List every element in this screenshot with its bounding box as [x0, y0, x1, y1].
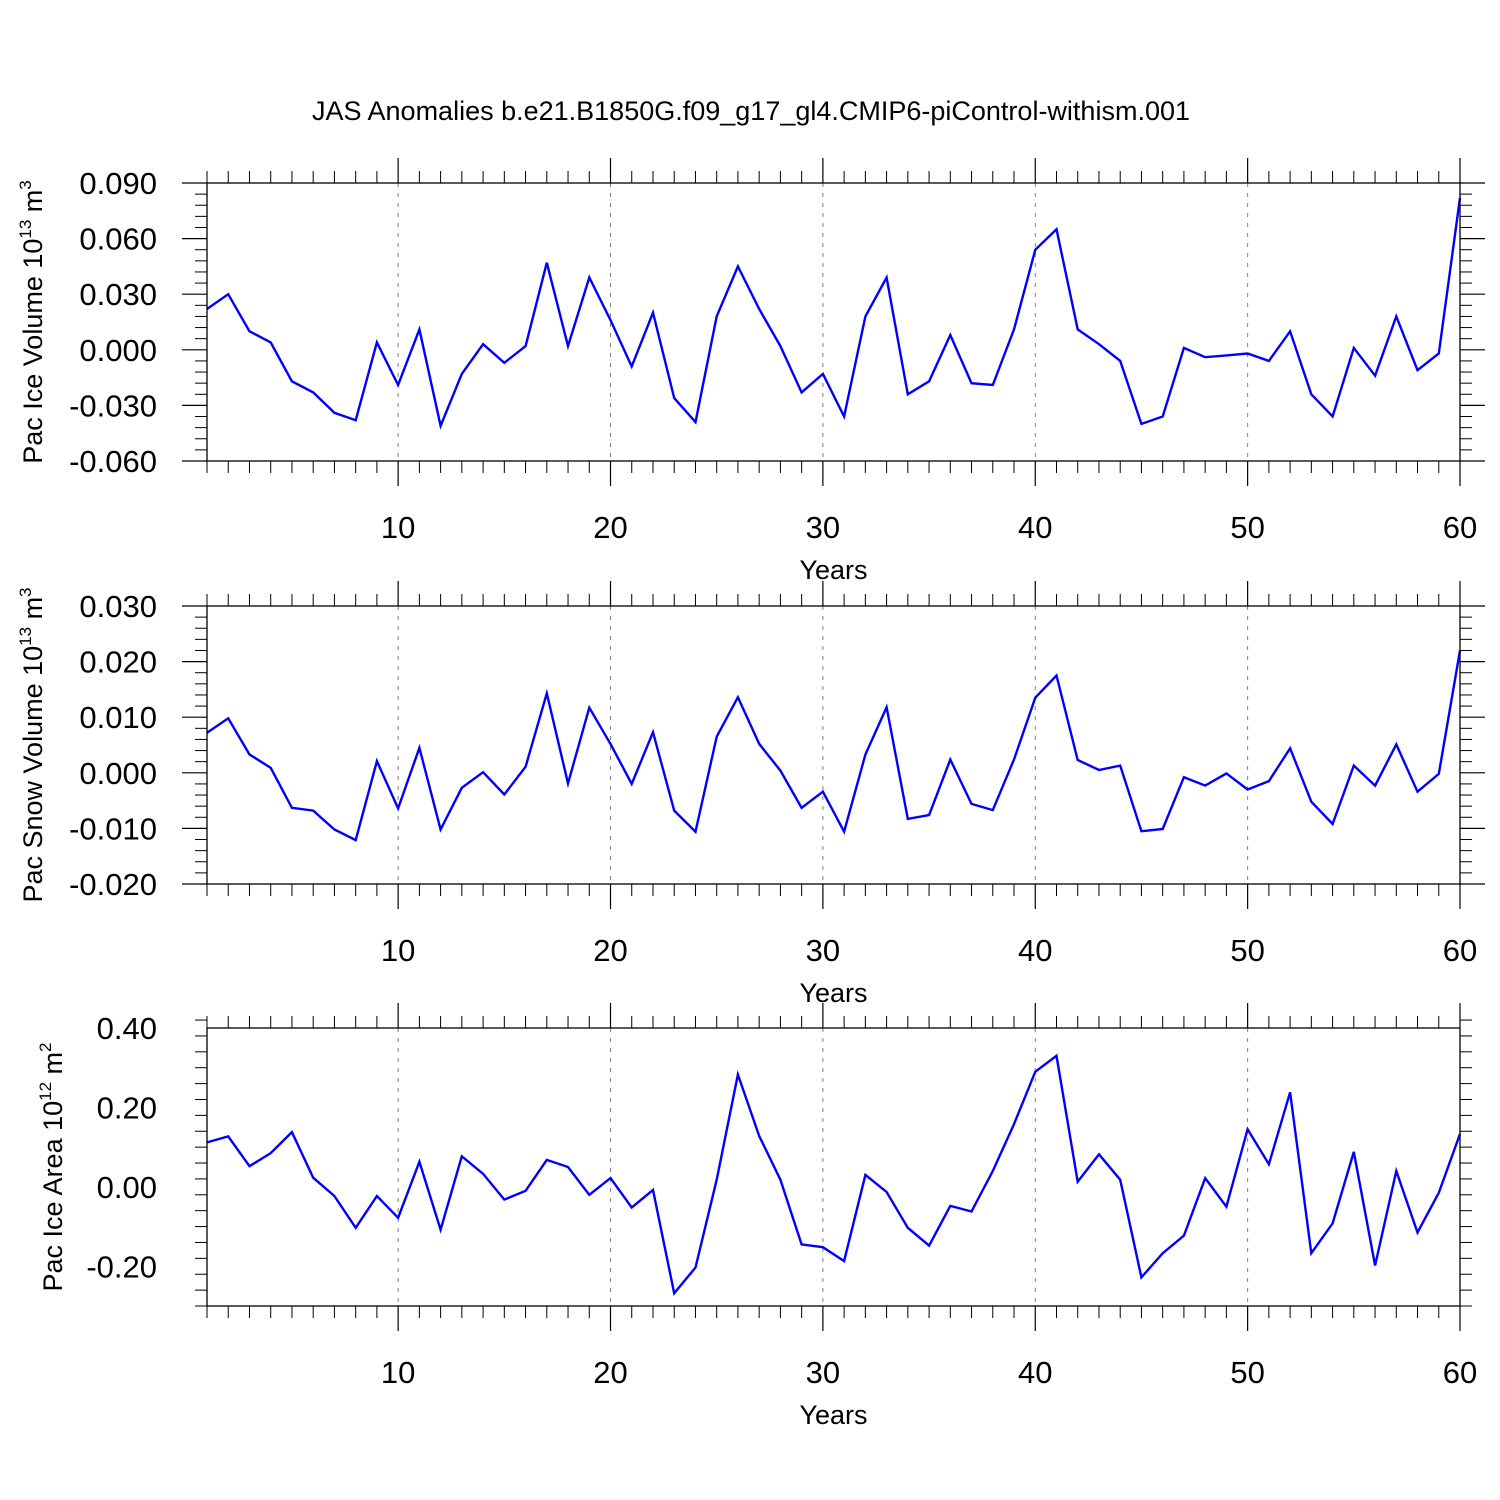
y-axis-title: Pac Ice Area 1012 m2	[36, 1042, 68, 1291]
y-tick-label: 0.40	[97, 1011, 157, 1046]
x-tick-label: 20	[593, 1355, 627, 1390]
x-tick-label: 60	[1443, 1355, 1477, 1390]
y-tick-label: -0.20	[86, 1249, 157, 1284]
x-tick-label: 30	[806, 933, 840, 968]
figure-title: JAS Anomalies b.e21.B1850G.f09_g17_gl4.C…	[312, 96, 1190, 126]
y-tick-label: -0.010	[69, 811, 157, 846]
x-tick-label: 20	[593, 510, 627, 545]
x-axis-title: Years	[799, 1400, 867, 1430]
panel-1: 10 20 30 40 50 60 -0.060 -0.030 0.000 0.030 0.060 0…	[16, 158, 1485, 585]
y-axis-title: Pac Ice Volume 1013 m3	[16, 180, 48, 464]
y-tick-label: 0.000	[79, 756, 157, 791]
x-tick-label: 20	[593, 933, 627, 968]
y-tick-label: 0.000	[79, 333, 157, 368]
x-tick-label: 10	[381, 933, 415, 968]
x-tick-label: 40	[1018, 510, 1052, 545]
panel-2: 10 20 30 40 50 60 -0.020 -0.010 0.000 0.010 0.020 0…	[16, 581, 1485, 1008]
y-tick-label: 0.030	[79, 277, 157, 312]
series-line	[206, 197, 1462, 430]
x-axis-title: Years	[799, 555, 867, 585]
plot-frame	[206, 1027, 1461, 1307]
x-tick-label: 50	[1230, 933, 1264, 968]
y-tick-label: 0.090	[79, 166, 157, 201]
x-tick-label: 60	[1443, 510, 1477, 545]
y-tick-label: 0.060	[79, 222, 157, 257]
y-tick-label: 0.030	[79, 589, 157, 624]
y-tick-label: 0.20	[97, 1090, 157, 1125]
series-line	[206, 650, 1462, 842]
x-tick-label: 30	[806, 510, 840, 545]
series-line	[206, 1053, 1462, 1296]
x-axis-title: Years	[799, 978, 867, 1008]
x-tick-label: 10	[381, 510, 415, 545]
x-tick-label: 10	[381, 1355, 415, 1390]
y-tick-label: -0.020	[69, 867, 157, 902]
plot-frame	[206, 605, 1461, 885]
plot-frame	[206, 182, 1461, 462]
x-tick-label: 40	[1018, 1355, 1052, 1390]
x-tick-label: 40	[1018, 933, 1052, 968]
y-tick-label: 0.010	[79, 700, 157, 735]
y-axis-title: Pac Snow Volume 1013 m3	[16, 587, 48, 902]
y-tick-label: 0.020	[79, 645, 157, 680]
panel-3: 10 20 30 40 50 60 -0.20 0.00 0.20 0.40 Years Pac Ic…	[36, 1003, 1477, 1430]
x-tick-label: 60	[1443, 933, 1477, 968]
x-tick-label: 30	[806, 1355, 840, 1390]
x-tick-label: 50	[1230, 1355, 1264, 1390]
y-tick-label: -0.060	[69, 444, 157, 479]
y-tick-label: -0.030	[69, 388, 157, 423]
y-tick-label: 0.00	[97, 1170, 157, 1205]
panels: 10 20 30 40 50 60 -0.060 -0.030 0.000 0.030 0.060 0…	[16, 158, 1485, 1430]
x-tick-label: 50	[1230, 510, 1264, 545]
